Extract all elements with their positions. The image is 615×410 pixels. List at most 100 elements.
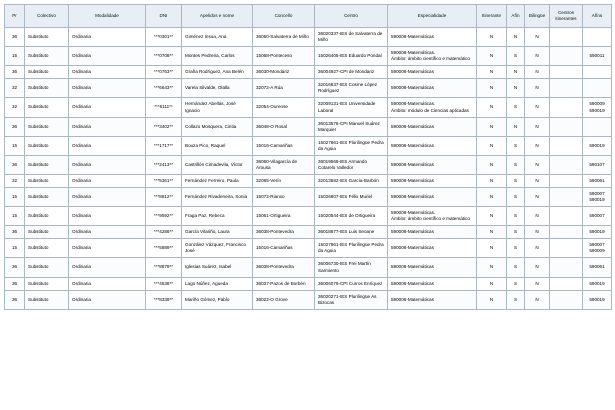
cell-concello: 36030-Mondariz	[252, 65, 315, 80]
cell-centro: 36019569-IES Armando Cotarelo Valledor	[314, 154, 388, 175]
column-header-itinerante[interactable]: Itinerante	[476, 4, 507, 28]
cell-colectivo: Substituto	[24, 186, 69, 208]
cell-centros-itinerantes	[549, 257, 583, 278]
cell-afin: S	[506, 257, 525, 278]
cell-especialidade: 590006-Matemáticas	[387, 65, 477, 80]
table-row[interactable]: 15 Substituto Ordinaria ***9592** Fraga Paz,…	[4, 206, 612, 227]
column-header-dni[interactable]: DNI	[145, 4, 182, 28]
cell-modalidade: Ordinaria	[68, 257, 146, 278]
table-row[interactable]: 36 Substituto Ordinaria ***0301** Giménez In…	[4, 26, 612, 48]
cell-centro: 36020271-IES Plurilingüe As Bizocas	[314, 289, 388, 310]
cell-dni: ***8812**	[145, 186, 182, 208]
table-header-row: Pr Colectivo Modalidade DNI Apelidos e n…	[4, 4, 612, 28]
table-row[interactable]: 36 Substituto Ordinaria ***8339** Mariño Góm…	[4, 289, 612, 310]
cell-dni: ***0763**	[145, 65, 182, 80]
cell-pr: 32	[4, 78, 25, 99]
cell-apelidos: Lago Núñez, Agueda	[181, 276, 253, 291]
table-row[interactable]: 36 Substituto Ordinaria ***4538** Lago Núñez…	[4, 276, 612, 291]
cell-afin: N	[506, 116, 525, 137]
cell-pr: 32	[4, 173, 25, 189]
table-row[interactable]: 15 Substituto Ordinaria ***5889** González V…	[4, 238, 612, 259]
table-row[interactable]: 36 Substituto Ordinaria ***8879** Iglesias S…	[4, 257, 612, 278]
cell-modalidade: Ordinaria	[68, 46, 146, 67]
table-row[interactable]: 15 Substituto Ordinaria ***8812** Fernández …	[4, 186, 612, 208]
cell-bilingue: N	[524, 276, 550, 291]
table-row[interactable]: 15 Substituto Ordinaria ***0708** Montes Ped…	[4, 46, 612, 67]
column-header-modalidade[interactable]: Modalidade	[68, 4, 146, 28]
cell-concello: 36060-Vilagarcía de Arousa	[252, 154, 315, 175]
cell-modalidade: Ordinaria	[68, 225, 146, 240]
table-row[interactable]: 36 Substituto Ordinaria ***0763** Graña Rodr…	[4, 65, 612, 80]
cell-afins: 590019	[582, 289, 612, 310]
cell-dni: ***6111**	[145, 97, 182, 118]
column-header-centro[interactable]: Centro	[314, 4, 388, 28]
cell-dni: ***3402**	[145, 116, 182, 137]
cell-especialidade: 590006-Matemáticas	[387, 154, 477, 175]
table-row[interactable]: 36 Substituto Ordinaria ***4286** García Vil…	[4, 225, 612, 240]
cell-bilingue: N	[524, 135, 550, 156]
cell-modalidade: Ordinaria	[68, 78, 146, 99]
cell-dni: ***2413**	[145, 154, 182, 175]
table-row[interactable]: 15 Substituto Ordinaria ***1717** Bouza Pico…	[4, 135, 612, 156]
cell-apelidos: Mariño Gómez, Pablo	[181, 289, 253, 310]
cell-itinerante: N	[476, 257, 507, 278]
cell-apelidos: Graña Rodríguez, Ana Belén	[181, 65, 253, 80]
cell-afin: S	[506, 289, 525, 310]
cell-concello: 36038-Pontevedra	[252, 257, 315, 278]
table-row[interactable]: 32 Substituto Ordinaria ***5361** Fernández …	[4, 173, 612, 189]
cell-centros-itinerantes	[549, 154, 583, 175]
column-header-afins[interactable]: Afíns	[582, 4, 612, 28]
cell-pr: 36	[4, 26, 25, 48]
cell-especialidade: 590006-Matemáticas	[387, 173, 477, 189]
cell-colectivo: Substituto	[24, 46, 69, 67]
column-header-colectivo[interactable]: Colectivo	[24, 4, 69, 28]
column-header-pr[interactable]: Pr	[4, 4, 25, 28]
cell-colectivo: Substituto	[24, 238, 69, 259]
column-header-afin[interactable]: Afín	[506, 4, 525, 28]
cell-modalidade: Ordinaria	[68, 289, 146, 310]
column-header-centros-itinerantes[interactable]: Centros itinerantes	[549, 4, 583, 28]
cell-afins: 590007 590019	[582, 186, 612, 208]
cell-bilingue: N	[524, 116, 550, 137]
cell-colectivo: Substituto	[24, 26, 69, 48]
cell-itinerante: N	[476, 238, 507, 259]
cell-apelidos: García Vilariño, Laura	[181, 225, 253, 240]
table-row[interactable]: 36 Substituto Ordinaria ***3402** Collazo Mo…	[4, 116, 612, 137]
cell-concello: 32054-Ourense	[252, 97, 315, 118]
cell-bilingue: N	[524, 238, 550, 259]
table-row[interactable]: 36 Substituto Ordinaria ***2413** Castrillón…	[4, 154, 612, 175]
table-row[interactable]: 32 Substituto Ordinaria ***6111** Hernández …	[4, 97, 612, 118]
column-header-concello[interactable]: Concello	[252, 4, 315, 28]
cell-colectivo: Substituto	[24, 225, 69, 240]
cell-itinerante: N	[476, 154, 507, 175]
cell-modalidade: Ordinaria	[68, 276, 146, 291]
cell-bilingue: N	[524, 46, 550, 67]
cell-pr: 32	[4, 97, 25, 118]
cell-dni: ***8879**	[145, 257, 182, 278]
cell-centro: 15027861-IES Plurilingüe Pedra da Aguia	[314, 238, 388, 259]
cell-apelidos: Hernández Abellás, José Ignacio	[181, 97, 253, 118]
cell-afin: S	[506, 186, 525, 208]
cell-centro: 36006079-CPI Curros Enríquez	[314, 276, 388, 291]
cell-centro: 32016637-IES Cosme López Rodríguez	[314, 78, 388, 99]
cell-colectivo: Substituto	[24, 65, 69, 80]
cell-colectivo: Substituto	[24, 135, 69, 156]
column-header-especialidade[interactable]: Especialidade	[387, 4, 477, 28]
cell-centros-itinerantes	[549, 46, 583, 67]
cell-colectivo: Substituto	[24, 173, 69, 189]
cell-bilingue: N	[524, 154, 550, 175]
cell-especialidade: 590006-Matemáticas	[387, 116, 477, 137]
cell-centro: 36004927-CPI de Mondariz	[314, 65, 388, 80]
cell-apelidos: Varela Silvalde, Olalla	[181, 78, 253, 99]
cell-pr: 36	[4, 65, 25, 80]
cell-centros-itinerantes	[549, 97, 583, 118]
cell-afin: S	[506, 206, 525, 227]
cell-bilingue: N	[524, 78, 550, 99]
cell-colectivo: Substituto	[24, 78, 69, 99]
table-row[interactable]: 32 Substituto Ordinaria ***6643** Varela Sil…	[4, 78, 612, 99]
cell-dni: ***5889**	[145, 238, 182, 259]
column-header-bilingue[interactable]: Bilingüe	[524, 4, 550, 28]
column-header-apelidos-e-nome[interactable]: Apelidos e nome	[181, 4, 253, 28]
cell-concello: 36022-O Grove	[252, 289, 315, 310]
cell-especialidade: 590006-Matemáticas	[387, 238, 477, 259]
